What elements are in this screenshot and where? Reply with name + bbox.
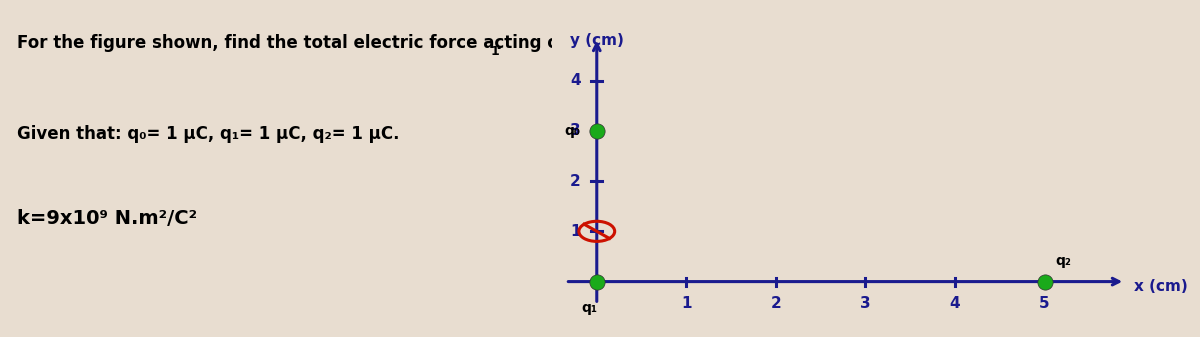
Text: .: . [496,35,502,53]
Text: 4: 4 [570,73,581,88]
Text: q₀: q₀ [565,124,581,138]
Text: For the figure shown, find the total electric force acting on q: For the figure shown, find the total ele… [17,34,588,52]
Text: Given that: q₀= 1 μC, q₁= 1 μC, q₂= 1 μC.: Given that: q₀= 1 μC, q₁= 1 μC, q₂= 1 μC… [17,125,400,143]
Text: 5: 5 [1039,296,1050,311]
Text: 2: 2 [770,296,781,311]
Text: y (cm): y (cm) [570,33,624,48]
Text: 3: 3 [570,123,581,138]
Text: 3: 3 [860,296,871,311]
Text: q₁: q₁ [582,301,598,315]
Text: 1: 1 [570,224,581,239]
Text: 2: 2 [570,174,581,189]
Text: x (cm): x (cm) [1134,279,1188,294]
Text: 1: 1 [490,45,499,59]
Text: k=9x10⁹ N.m²/C²: k=9x10⁹ N.m²/C² [17,209,197,228]
Text: 1: 1 [682,296,691,311]
Text: q₂: q₂ [1055,253,1072,268]
Text: 4: 4 [949,296,960,311]
